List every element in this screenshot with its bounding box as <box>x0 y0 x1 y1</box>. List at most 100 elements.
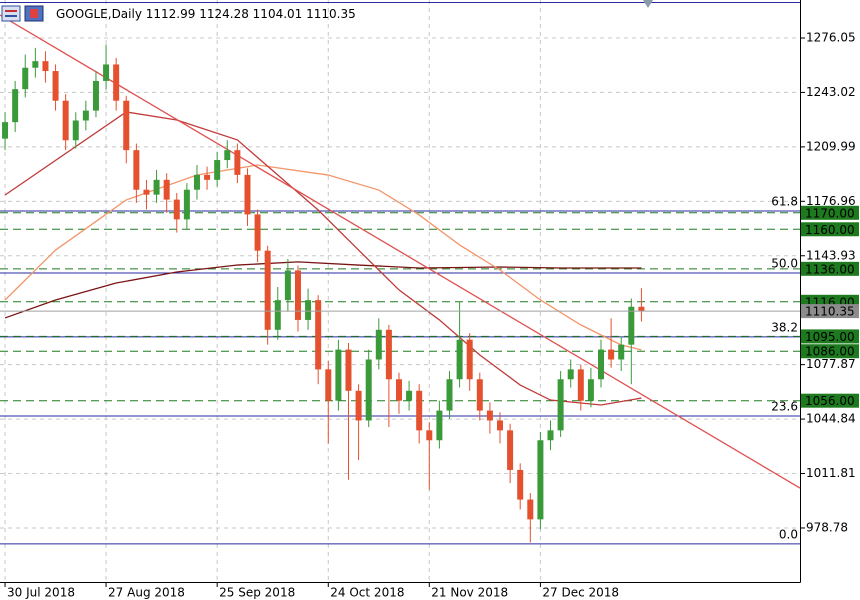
candle-body <box>163 179 170 200</box>
candle-body <box>72 120 79 141</box>
moving-average <box>4 261 642 319</box>
price-label-box <box>801 344 859 359</box>
candle-body <box>284 270 291 301</box>
fib-label: 50.0 <box>771 256 798 270</box>
candle-body <box>183 189 190 220</box>
plot-area: 61.8 50.0 38.2 23.6 0.0 <box>0 0 801 582</box>
candle-body <box>315 300 322 370</box>
candle-body <box>123 100 130 151</box>
candle-body <box>598 349 605 380</box>
candle-body <box>537 440 544 520</box>
candle-body <box>274 300 281 330</box>
price-label: 1160.00 <box>805 223 855 237</box>
candle-body <box>133 150 140 190</box>
candle-body <box>395 379 402 401</box>
icon <box>5 15 17 17</box>
candle-body <box>173 199 180 220</box>
candle-body <box>618 344 625 360</box>
y-tick-label: 1243.02 <box>806 85 856 99</box>
x-tick-label: 27 Dec 2018 <box>542 586 619 600</box>
candle-body <box>628 306 635 345</box>
candle-body <box>2 122 9 139</box>
candle-body <box>577 369 584 401</box>
candle-body <box>527 499 534 520</box>
candle-body <box>587 379 594 401</box>
candle-body <box>638 306 645 312</box>
low-value: 1104.01 <box>253 7 303 21</box>
moving-average <box>4 111 642 406</box>
fib-label: 0.0 <box>779 527 798 541</box>
candle-body <box>113 64 120 101</box>
candle-body <box>517 469 524 500</box>
candle-body <box>476 379 483 411</box>
y-tick-label: 1044.84 <box>806 412 856 426</box>
candle-body <box>547 430 554 441</box>
fib-label: 61.8 <box>771 194 798 208</box>
candle-body <box>608 349 615 360</box>
candle-body <box>244 174 251 215</box>
symbol-title: GOOGLE,Daily <box>56 7 142 21</box>
y-tick-label: 1176.96 <box>806 194 856 208</box>
price-label: 1056.00 <box>805 394 855 408</box>
candle-body <box>234 150 241 175</box>
candle-body <box>32 61 39 68</box>
candle-body <box>446 379 453 411</box>
candle-body <box>254 214 261 251</box>
candle-body <box>264 250 271 330</box>
candle-body <box>365 359 372 421</box>
icon <box>1 5 21 22</box>
candle-body <box>426 430 433 441</box>
moving-average <box>4 164 642 351</box>
price-label-box <box>801 393 859 408</box>
candle-body <box>355 390 362 421</box>
price-label-box <box>801 222 859 237</box>
candle-body <box>103 64 110 81</box>
candle-body <box>456 339 463 380</box>
candle-body <box>294 270 301 320</box>
high-value: 1124.28 <box>199 7 249 21</box>
candle-body <box>507 430 514 470</box>
price-label: 1170.00 <box>805 206 855 220</box>
y-tick-label: 1209.99 <box>806 139 856 153</box>
candle-body <box>345 349 352 391</box>
candle-body <box>497 420 503 431</box>
candle-body <box>22 67 29 90</box>
fib-label: 38.2 <box>771 320 798 334</box>
price-label: 1095.00 <box>805 330 855 344</box>
candle-body <box>335 349 342 401</box>
x-tick-label: 30 Jul 2018 <box>7 586 75 600</box>
y-tick-label: 1143.93 <box>806 248 856 262</box>
y-tick-label: 1011.81 <box>806 466 856 480</box>
x-tick-label: 24 Oct 2018 <box>330 586 404 600</box>
header: GOOGLE,Daily 1112.99 1124.28 1104.01 111… <box>56 7 356 21</box>
candle-body <box>416 390 423 431</box>
candle-body <box>385 329 392 380</box>
candle-body <box>153 179 160 195</box>
current-price-label: 1110.35 <box>805 305 855 319</box>
icon <box>5 10 17 12</box>
price-label: 1136.00 <box>805 262 855 276</box>
x-tick-label: 27 Aug 2018 <box>108 586 185 600</box>
candle-body <box>557 379 564 431</box>
candle-body <box>375 329 382 360</box>
x-tick-label: 25 Sep 2018 <box>219 586 295 600</box>
candle-body <box>82 110 89 121</box>
candle-body <box>325 369 332 401</box>
price-label-box <box>801 329 859 344</box>
candle-body <box>214 160 221 180</box>
y-tick-label: 1077.87 <box>806 357 856 371</box>
candle-body <box>62 100 69 141</box>
candle-body <box>143 189 150 195</box>
candle-body <box>52 71 59 101</box>
price-label-box <box>801 205 859 220</box>
shift-marker <box>643 0 653 8</box>
y-tick-label: 1276.05 <box>806 30 856 44</box>
candle-body <box>436 410 443 441</box>
close-value: 1110.35 <box>306 7 356 21</box>
price-label: 1086.00 <box>805 345 855 359</box>
candle-body <box>224 150 231 161</box>
candle-body <box>204 174 211 180</box>
trendline <box>0 14 801 489</box>
